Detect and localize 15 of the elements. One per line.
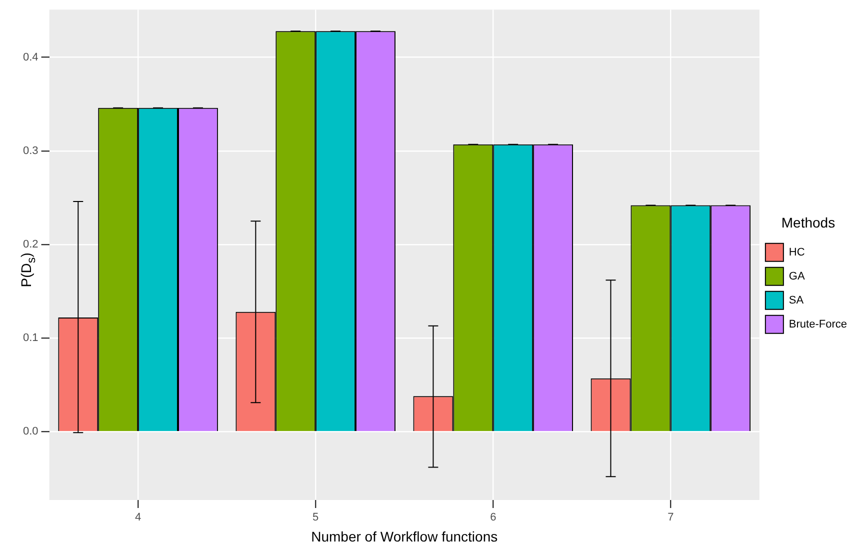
legend-label: HC [788,246,805,258]
legend-title: Methods [781,214,836,230]
x-axis-title: Number of Workflow functions [311,528,498,544]
x-tick-label: 6 [490,512,496,524]
y-tick-label: 0.4 [22,51,38,64]
y-tick-label: 0.1 [22,332,38,344]
legend-label: Brute-Force [788,318,848,330]
x-tick-label: 5 [312,512,319,524]
y-tick-label: 0.2 [22,238,38,251]
y-tick-label: 0.3 [22,144,38,157]
legend-label: GA [788,270,806,282]
y-tick-label: 0.0 [22,426,38,438]
x-tick-label: 7 [668,512,674,524]
legend-label: SA [788,294,804,306]
x-tick-label: 4 [134,512,142,524]
